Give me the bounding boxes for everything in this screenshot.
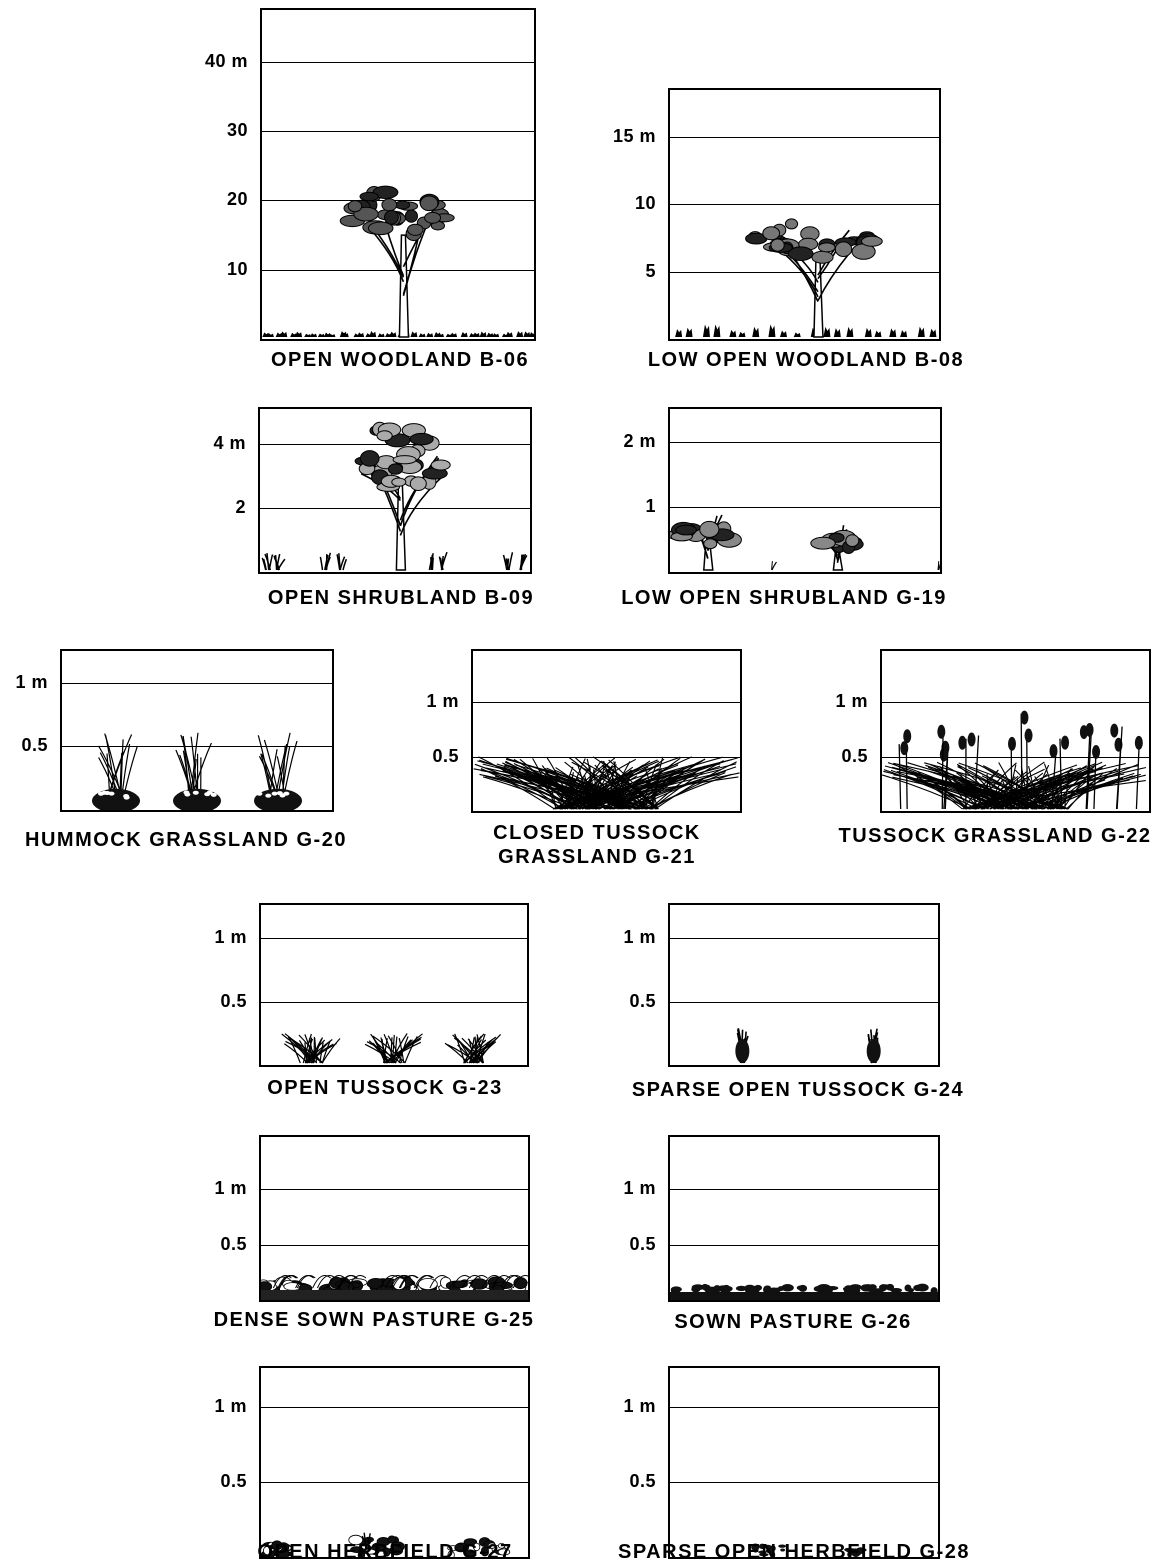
panel-g22	[880, 649, 1151, 813]
panel-g25	[259, 1135, 530, 1302]
tick-label: 15 m	[612, 126, 656, 147]
panel-caption: LOW OPEN WOODLAND B-08	[647, 349, 965, 371]
tick-label: 1 m	[623, 1396, 656, 1416]
tick-label: 0.5	[629, 1471, 656, 1491]
gridline	[473, 702, 740, 704]
panel-caption: OPEN SHRUBLAND B-09	[267, 587, 535, 609]
low-tree-icon	[675, 218, 937, 338]
closed-tussock-icon	[473, 756, 740, 810]
tick-label: 0.5	[629, 1233, 656, 1254]
panel-b06	[260, 8, 536, 341]
gridline	[261, 1001, 527, 1003]
gridline	[670, 137, 939, 139]
tick-label: 1 m	[623, 927, 656, 948]
tick-label: 40 m	[204, 50, 248, 71]
gridline	[882, 702, 1149, 704]
tick-label: 0.5	[21, 735, 48, 756]
tick-label: 0.5	[220, 1471, 247, 1491]
panel-g28	[668, 1366, 940, 1559]
tick-label: 5	[645, 260, 656, 281]
panel-caption: CLOSED TUSSOCK GRASSLAND G-21	[493, 822, 701, 868]
gridline	[262, 131, 534, 133]
gridline	[261, 1407, 528, 1408]
gridline	[670, 1407, 938, 1408]
panel-g21	[471, 649, 742, 813]
tick-label: 2 m	[623, 430, 656, 451]
tick-label: 1 m	[426, 691, 459, 712]
panel-g27	[259, 1366, 530, 1559]
gridline	[62, 746, 332, 748]
tick-label: 0.5	[629, 990, 656, 1011]
sparse-tussock-icon	[735, 1028, 881, 1064]
gridline	[473, 756, 740, 758]
gridline	[670, 441, 940, 443]
panel-b08	[668, 88, 941, 341]
panel-caption: HUMMOCK GRASSLAND G-20	[25, 829, 347, 851]
gridline	[670, 1244, 938, 1246]
tick-label: 1 m	[214, 1178, 247, 1199]
open-herbfield-icon	[261, 1532, 511, 1557]
sparse-herbfield-icon	[751, 1543, 867, 1557]
gridline	[670, 506, 940, 508]
open-tussock-icon	[281, 1033, 502, 1064]
tick-label: 20	[226, 189, 248, 210]
panel-caption: SPARSE OPEN TUSSOCK G-24	[631, 1079, 965, 1101]
panel-caption: OPEN WOODLAND B-06	[270, 349, 530, 371]
tick-label: 1 m	[835, 691, 868, 712]
panel-g23	[259, 903, 529, 1067]
shrub-icon	[261, 421, 528, 571]
tussock-grass-icon	[882, 710, 1147, 810]
tick-label: 4 m	[213, 433, 246, 454]
gridline	[261, 1189, 528, 1191]
tree-icon	[262, 185, 534, 338]
panel-caption: DENSE SOWN PASTURE G-25	[213, 1309, 535, 1331]
pasture-icon	[670, 1283, 938, 1300]
gridline	[262, 61, 534, 63]
tick-label: 30	[226, 120, 248, 141]
tick-label: 1	[645, 495, 656, 516]
panel-caption: LOW OPEN SHRUBLAND G-19	[621, 587, 947, 609]
tick-label: 0.5	[841, 745, 868, 766]
dense-pasture-icon	[261, 1275, 528, 1300]
gridline	[262, 200, 534, 202]
gridline	[882, 756, 1149, 758]
panel-caption: TUSSOCK GRASSLAND G-22	[838, 825, 1152, 847]
tick-label: 1 m	[15, 671, 48, 692]
gridline	[261, 1244, 528, 1246]
tick-label: 2	[235, 497, 246, 518]
panel-caption: OPEN HERBFIELD G-27	[257, 1541, 513, 1563]
tick-label: 0.5	[432, 745, 459, 766]
panel-g24	[668, 903, 940, 1067]
gridline	[62, 682, 332, 684]
low-shrub-icon	[670, 514, 940, 571]
panel-b09	[258, 407, 532, 574]
gridline	[670, 204, 939, 206]
tick-label: 0.5	[220, 1233, 247, 1254]
panel-g20	[60, 649, 334, 812]
gridline	[670, 1482, 938, 1483]
panel-caption: SOWN PASTURE G-26	[674, 1311, 912, 1333]
tick-label: 1 m	[214, 927, 247, 948]
panel-g19	[668, 407, 942, 574]
panel-caption: SPARSE OPEN HERBFIELD G-28	[617, 1541, 971, 1563]
gridline	[261, 1482, 528, 1483]
hummock-grass-icon	[92, 732, 302, 810]
panel-caption: OPEN TUSSOCK G-23	[267, 1077, 503, 1099]
gridline	[670, 1001, 938, 1003]
tick-label: 10	[634, 193, 656, 214]
gridline	[670, 938, 938, 940]
tick-label: 1 m	[623, 1178, 656, 1199]
panel-g26	[668, 1135, 940, 1302]
tick-label: 0.5	[220, 990, 247, 1011]
tick-label: 1 m	[214, 1396, 247, 1416]
tick-label: 10	[226, 258, 248, 279]
gridline	[670, 1189, 938, 1191]
gridline	[261, 938, 527, 940]
